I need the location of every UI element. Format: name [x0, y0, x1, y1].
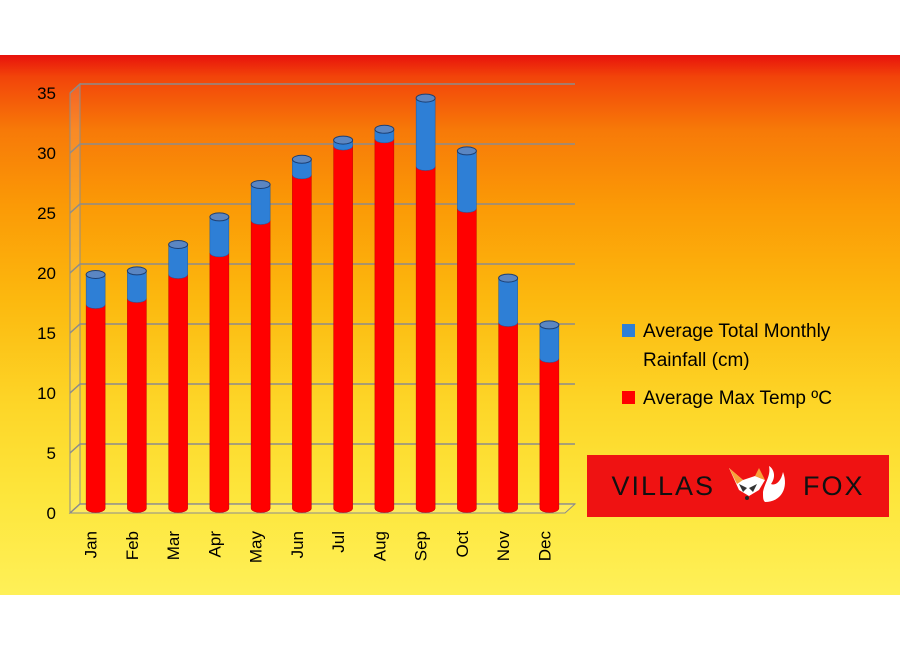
x-tick-label: Jun	[288, 531, 307, 558]
bar-top-Aug	[374, 124, 395, 134]
y-tick-label: 0	[47, 504, 56, 523]
bar-top-Feb	[126, 266, 147, 276]
gridline-15	[69, 323, 575, 334]
gridline-10	[69, 383, 575, 394]
bar-top-Jul	[333, 135, 354, 145]
bar-temp-Nov	[498, 322, 518, 513]
bar-rain-Jan	[85, 274, 106, 309]
bar-rain-Mar	[168, 244, 188, 279]
bar-rain-Nov	[498, 277, 518, 327]
bar-top-Nov	[498, 273, 519, 283]
bar-rain-Jun	[292, 159, 312, 180]
villas-fox-logo: VILLAS FOX	[587, 455, 889, 517]
y-tick-label: 30	[37, 144, 56, 163]
legend-label-rainfall: Average Total Monthly Rainfall (cm)	[643, 321, 831, 371]
bar-top-Sep	[415, 93, 436, 103]
x-tick-label: Apr	[205, 531, 224, 558]
bar-temp-Aug	[374, 138, 395, 513]
legend-swatch-temp	[622, 391, 635, 404]
bar-temp-Oct	[457, 208, 477, 513]
bar-rain-May	[250, 184, 271, 225]
legend-swatch-rainfall	[622, 324, 635, 337]
y-tick-label: 5	[47, 444, 56, 463]
logo-text-fox: FOX	[803, 470, 865, 501]
legend-item-temp: Average Max Temp ºC	[622, 384, 892, 413]
y-tick-label: 35	[37, 84, 56, 103]
bar-temp-Jan	[85, 304, 106, 513]
bar-temp-Jun	[292, 174, 312, 513]
bar-rain-Oct	[457, 150, 477, 213]
bar-rain-Dec	[539, 324, 560, 363]
x-tick-label: Jul	[329, 531, 348, 553]
x-tick-label: Nov	[494, 531, 513, 562]
bar-temp-Apr	[209, 252, 230, 513]
y-tick-label: 20	[37, 264, 56, 283]
logo-text-villas: VILLAS	[611, 470, 716, 501]
bar-temp-Feb	[127, 298, 147, 513]
bar-top-May	[250, 180, 271, 189]
bar-temp-Sep	[415, 166, 436, 513]
bar-top-Oct	[456, 146, 477, 156]
chart-panel: 0 5 10 15 20 25 30 35 Jan Feb Mar Apr May Jun Jul Aug Se…	[0, 55, 900, 595]
bar-top-Dec	[539, 320, 560, 330]
bar-rain-Apr	[209, 216, 230, 258]
bar-temp-May	[250, 220, 271, 513]
bar-top-Jan	[85, 270, 106, 279]
chart-legend: Average Total Monthly Rainfall (cm) Aver…	[622, 317, 892, 422]
x-tick-label: Sep	[412, 531, 431, 561]
gridline-20	[69, 263, 575, 274]
legend-label-temp: Average Max Temp ºC	[643, 388, 832, 409]
gridline-25	[69, 203, 575, 214]
x-tick-label: Jan	[82, 531, 101, 558]
y-tick-label: 15	[37, 324, 56, 343]
gridline-35	[69, 83, 575, 94]
bar-temp-Dec	[539, 358, 560, 513]
bar-temp-Mar	[168, 274, 188, 513]
bar-top-Apr	[209, 212, 230, 222]
gridline-5	[69, 443, 575, 454]
x-tick-label: May	[247, 531, 266, 564]
legend-item-rainfall: Average Total Monthly Rainfall (cm)	[622, 317, 892, 375]
y-tick-label: 10	[37, 384, 56, 403]
x-tick-label: Mar	[164, 531, 183, 561]
bar-rain-Sep	[415, 97, 436, 171]
fox-icon	[729, 466, 786, 502]
bar-top-Mar	[168, 240, 189, 249]
bar-chart: 0 5 10 15 20 25 30 35 Jan Feb Mar Apr May Jun Jul Aug Se…	[37, 82, 577, 564]
x-tick-label: Aug	[370, 531, 389, 561]
gridline-30	[69, 143, 575, 154]
bar-top-Jun	[291, 154, 312, 164]
bar-rain-Feb	[127, 270, 147, 303]
bar-temp-Jul	[333, 145, 353, 513]
x-tick-label: Feb	[123, 531, 142, 560]
x-tick-label: Dec	[535, 531, 554, 562]
y-tick-label: 25	[37, 204, 56, 223]
plot-floor	[68, 503, 577, 514]
x-tick-label: Oct	[453, 531, 472, 558]
